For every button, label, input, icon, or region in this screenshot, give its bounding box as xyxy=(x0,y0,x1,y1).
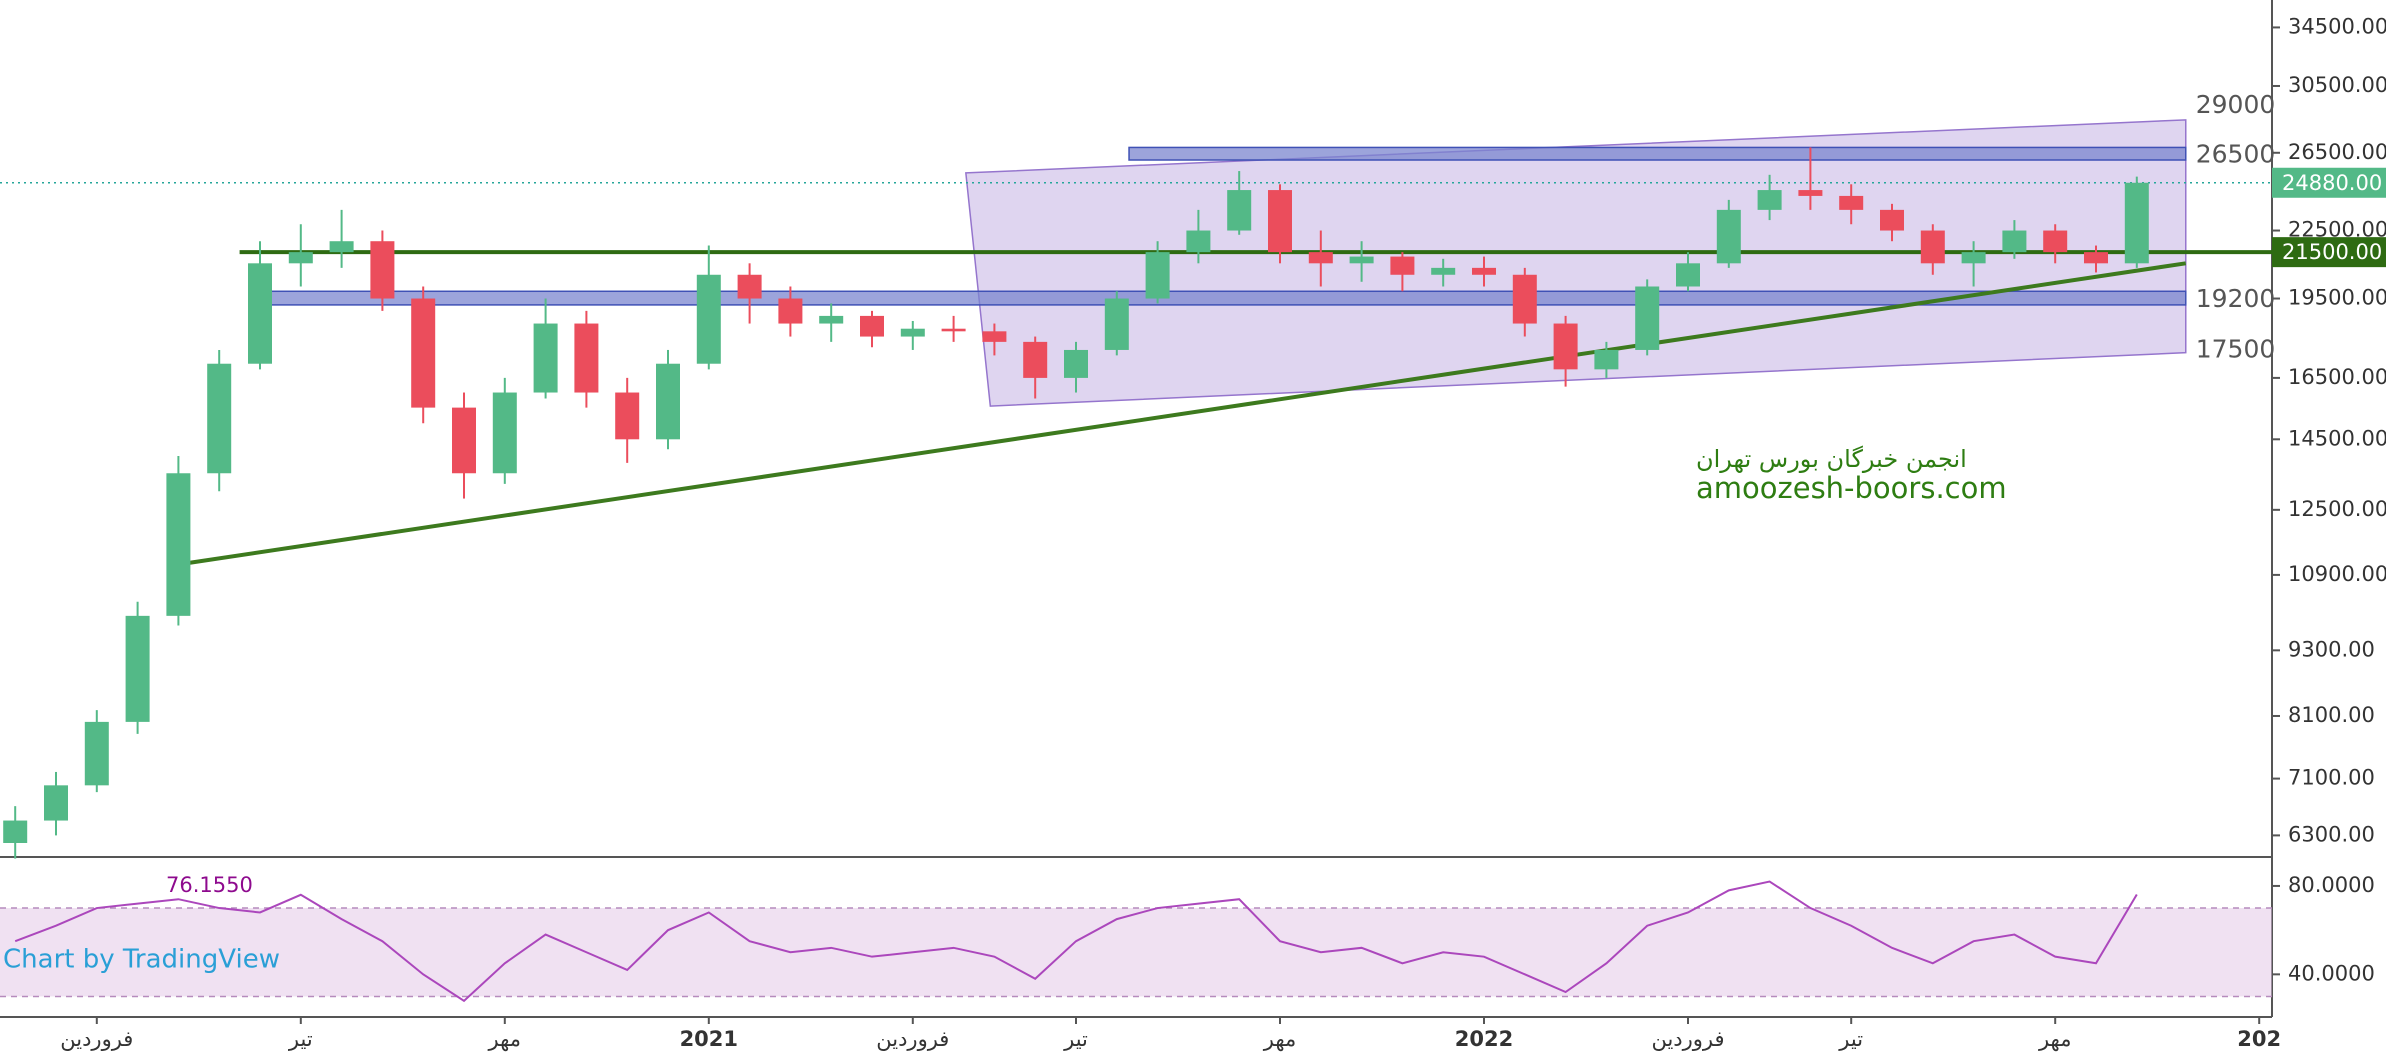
candle-body xyxy=(574,323,599,393)
candle-body xyxy=(452,407,476,474)
candle-body xyxy=(166,473,191,616)
y-tick-label: 6300.00 xyxy=(2288,822,2375,846)
candle-body xyxy=(1349,256,1374,264)
x-tick-label: تیر xyxy=(288,1027,313,1051)
candle-body xyxy=(1798,190,1823,196)
candle-body xyxy=(1594,349,1619,370)
candle-body xyxy=(1186,230,1211,253)
candle-body xyxy=(3,820,28,844)
candle-body xyxy=(1512,274,1537,324)
candle-body xyxy=(1268,190,1292,253)
y-tick-label: 8100.00 xyxy=(2288,703,2375,727)
watermark-url: amoozesh-boors.com xyxy=(1696,471,2007,505)
candle-body xyxy=(533,323,558,393)
y-tick-label: 7100.00 xyxy=(2288,766,2375,790)
candle-body xyxy=(288,252,313,264)
y-tick-label: 30500.00 xyxy=(2288,73,2386,97)
credit: Chart by TradingView xyxy=(3,945,280,975)
candle-body xyxy=(492,392,517,474)
candle-body xyxy=(2124,182,2149,264)
y-tick-label: 16500.00 xyxy=(2288,365,2386,389)
candle-body xyxy=(207,363,232,474)
candle-body xyxy=(819,315,844,324)
candle-body xyxy=(84,721,109,786)
x-tick-label: مهر xyxy=(1263,1027,1297,1051)
level-label: 21500.00 xyxy=(2282,240,2382,264)
candle-body xyxy=(1635,286,1660,350)
x-tick-label: 202 xyxy=(2237,1027,2281,1051)
x-tick-label: فروردین xyxy=(876,1027,949,1051)
x-tick-label: 2022 xyxy=(1455,1027,1513,1051)
candle-body xyxy=(982,331,1007,342)
y-tick-label: 26500.00 xyxy=(2288,140,2386,164)
candle-body xyxy=(2084,252,2108,264)
zone-label: 19200 xyxy=(2196,284,2276,313)
y-tick-label: 40.0000 xyxy=(2288,961,2375,985)
y-tick-label: 80.0000 xyxy=(2288,873,2375,897)
candle-body xyxy=(778,298,803,324)
candle-body xyxy=(860,315,884,337)
x-tick-label: تیر xyxy=(1838,1027,1863,1051)
rsi-band xyxy=(0,908,2272,997)
candle-body xyxy=(1308,252,1333,264)
candle-body xyxy=(1023,341,1048,378)
level-label-box xyxy=(2272,237,2386,268)
y-tick-label: 14500.00 xyxy=(2288,426,2386,450)
trendline xyxy=(186,261,2187,566)
rsi-line xyxy=(14,880,2138,1003)
zone-label: 26500 xyxy=(2196,140,2276,169)
candle-body xyxy=(1961,252,1986,264)
candle-body xyxy=(1880,209,1904,231)
candle-body xyxy=(44,785,68,821)
candle-body xyxy=(411,298,436,408)
candle-body xyxy=(1431,267,1456,275)
y-tick-label: 34500.00 xyxy=(2288,14,2386,38)
y-tick-label: 10900.00 xyxy=(2288,562,2386,586)
candle-body xyxy=(1227,190,1252,231)
candle-body xyxy=(2043,230,2068,253)
candle-body xyxy=(1553,323,1578,370)
candle-body xyxy=(737,274,762,299)
candle-body xyxy=(656,363,680,440)
candle-body xyxy=(370,241,395,299)
x-tick-label: مهر xyxy=(488,1027,522,1051)
rsi-last-value: 76.1550 xyxy=(166,873,253,897)
candle-body xyxy=(696,274,721,364)
zone xyxy=(1128,146,2187,161)
last-price-box xyxy=(2272,167,2386,198)
y-tick-label: 19500.00 xyxy=(2288,286,2386,310)
candle-body xyxy=(615,392,640,440)
candle-body xyxy=(1064,349,1088,378)
x-tick-label: 2021 xyxy=(680,1027,738,1051)
candle-body xyxy=(2002,230,2027,253)
channel-upper-label: 29000 xyxy=(2196,90,2276,119)
candle-body xyxy=(1757,190,1782,210)
candle-body xyxy=(1145,252,1170,299)
watermark-persian: انجمن خبرگان بورس تهران xyxy=(1696,445,1967,473)
candle-body xyxy=(941,328,966,332)
y-tick-label: 12500.00 xyxy=(2288,497,2386,521)
x-tick-label: فروردین xyxy=(1651,1027,1724,1051)
y-tick-label: 9300.00 xyxy=(2288,637,2375,661)
candle-body xyxy=(329,241,354,253)
x-tick-label: مهر xyxy=(2038,1027,2072,1051)
channel-lower-label: 17500 xyxy=(2196,335,2276,364)
last-price-label: 24880.00 xyxy=(2282,171,2382,195)
candle-body xyxy=(125,615,150,722)
candle-body xyxy=(1920,230,1945,264)
candle-body xyxy=(1716,209,1741,264)
x-tick-label: تیر xyxy=(1063,1027,1088,1051)
candle-body xyxy=(1104,298,1129,350)
x-tick-label: فروردین xyxy=(60,1027,133,1051)
candle-body xyxy=(1839,195,1864,210)
candle-body xyxy=(1390,256,1415,275)
candle-body xyxy=(900,328,925,337)
candle-body xyxy=(1676,263,1700,287)
candle-body xyxy=(248,263,272,364)
candle-body xyxy=(1472,267,1496,275)
